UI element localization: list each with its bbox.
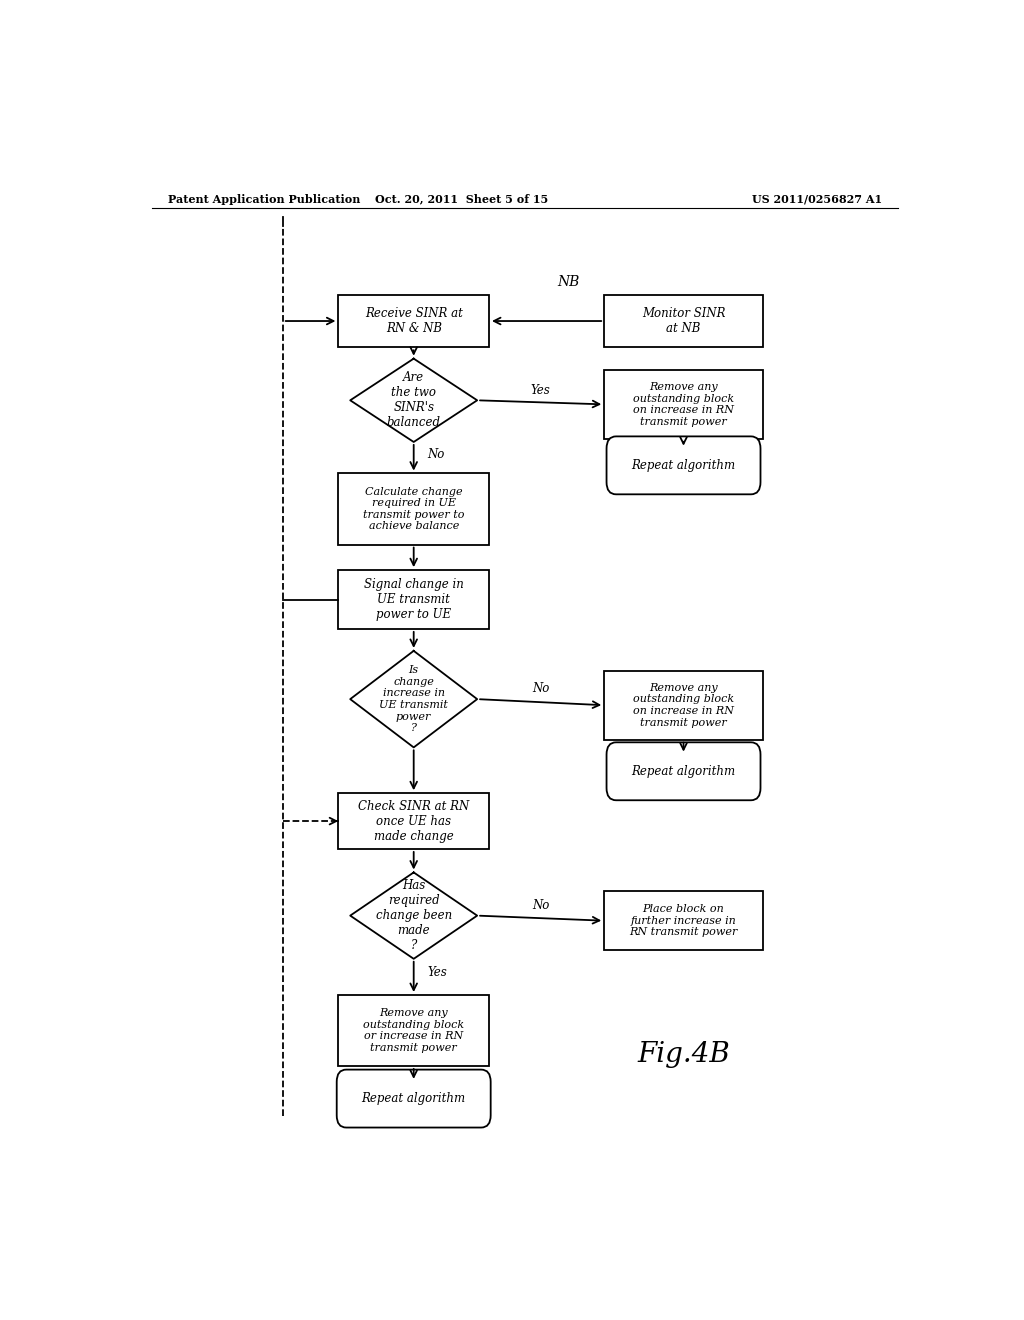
FancyBboxPatch shape [337,1069,490,1127]
Text: Remove any
outstanding block
on increase in RN
transmit power: Remove any outstanding block on increase… [633,381,734,426]
Polygon shape [350,359,477,442]
FancyBboxPatch shape [338,474,489,545]
Text: No: No [532,682,549,696]
Text: Fig.4B: Fig.4B [637,1041,730,1068]
Text: No: No [427,447,444,461]
Text: Place block on
further increase in
RN transmit power: Place block on further increase in RN tr… [630,904,737,937]
FancyBboxPatch shape [338,995,489,1067]
FancyBboxPatch shape [338,570,489,630]
Text: Remove any
outstanding block
or increase in RN
transmit power: Remove any outstanding block or increase… [364,1008,464,1053]
Polygon shape [350,651,477,747]
Polygon shape [350,873,477,958]
Text: Yes: Yes [428,965,447,978]
Text: Signal change in
UE transmit
power to UE: Signal change in UE transmit power to UE [364,578,464,620]
Text: Calculate change
required in UE
transmit power to
achieve balance: Calculate change required in UE transmit… [362,487,465,532]
Text: Monitor SINR
at NB: Monitor SINR at NB [642,308,725,335]
Text: Repeat algorithm: Repeat algorithm [632,459,735,471]
Text: Remove any
outstanding block
on increase in RN
transmit power: Remove any outstanding block on increase… [633,682,734,727]
FancyBboxPatch shape [338,793,489,849]
FancyBboxPatch shape [604,370,763,440]
FancyBboxPatch shape [338,294,489,347]
Text: Receive SINR at
RN & NB: Receive SINR at RN & NB [365,308,463,335]
FancyBboxPatch shape [604,891,763,950]
Text: Yes: Yes [530,384,551,396]
Text: No: No [532,899,549,912]
Text: Repeat algorithm: Repeat algorithm [361,1092,466,1105]
Text: Oct. 20, 2011  Sheet 5 of 15: Oct. 20, 2011 Sheet 5 of 15 [375,194,548,205]
Text: Has
required
change been
made
?: Has required change been made ? [376,879,452,952]
Text: Is
change
increase in
UE transmit
power
?: Is change increase in UE transmit power … [379,665,449,733]
Text: US 2011/0256827 A1: US 2011/0256827 A1 [752,194,882,205]
FancyBboxPatch shape [606,437,761,494]
Text: NB: NB [557,276,580,289]
FancyBboxPatch shape [606,742,761,800]
FancyBboxPatch shape [604,294,763,347]
Text: Repeat algorithm: Repeat algorithm [632,764,735,777]
FancyBboxPatch shape [604,671,763,739]
Text: Patent Application Publication: Patent Application Publication [168,194,360,205]
Text: Check SINR at RN
once UE has
made change: Check SINR at RN once UE has made change [358,800,469,842]
Text: Are
the two
SINR's
balanced: Are the two SINR's balanced [387,371,440,429]
